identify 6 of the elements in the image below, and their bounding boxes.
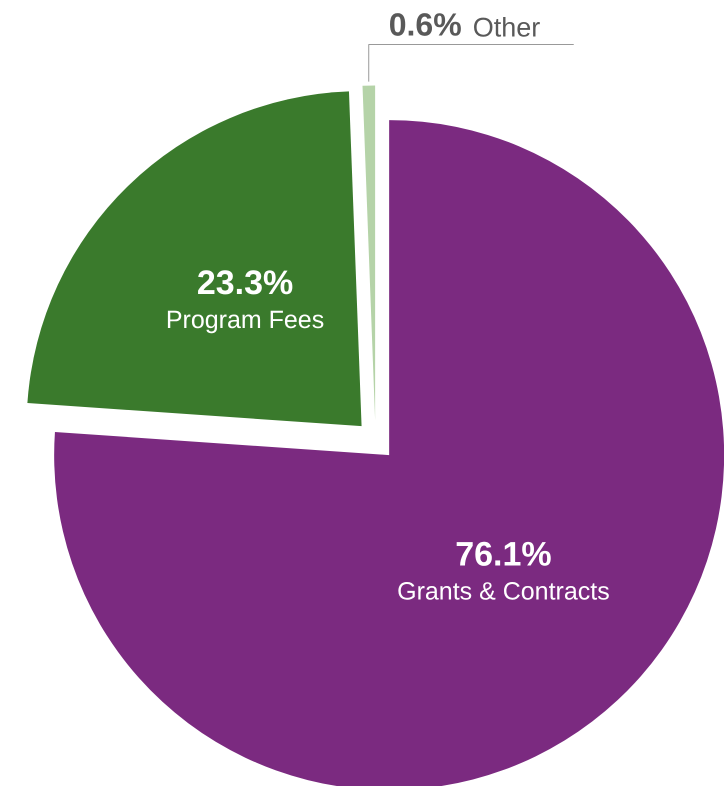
data-label: 76.1%: [455, 536, 552, 574]
data-label: 23.3%: [196, 264, 294, 302]
slice-label: Other: [472, 12, 540, 42]
slice-label: Grants & Contracts: [397, 578, 610, 606]
data-label: 0.6%: [388, 6, 462, 42]
slice-label: Program Fees: [166, 306, 324, 334]
